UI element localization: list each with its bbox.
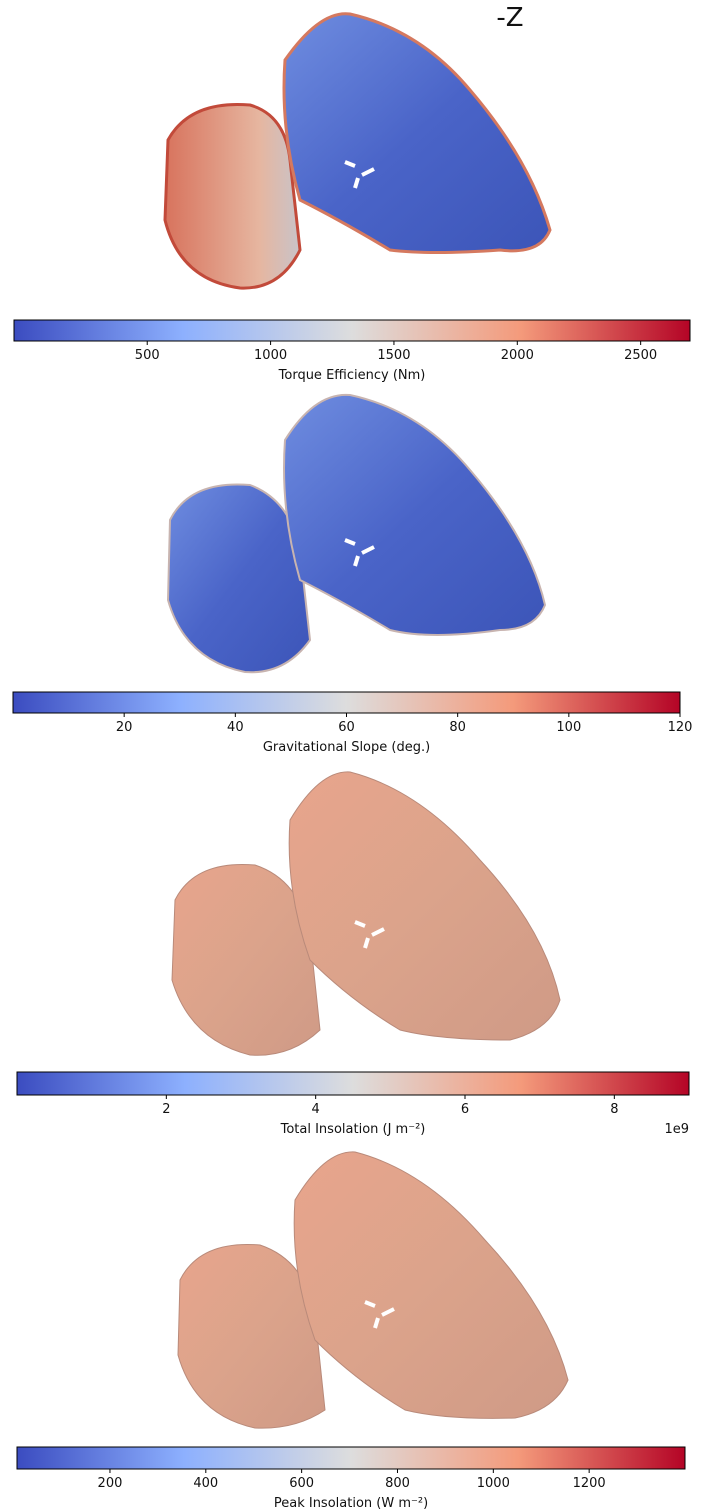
tick-label: 60 <box>338 720 355 735</box>
tick-label: 8 <box>610 1102 618 1117</box>
colorbar-label: Torque Efficiency (Nm) <box>278 368 426 383</box>
tick-label: 4 <box>312 1102 320 1117</box>
tick-label: 1000 <box>477 1476 510 1491</box>
tick-label: 800 <box>385 1476 410 1491</box>
tick-label: 40 <box>227 720 244 735</box>
colorbar-label: Total Insolation (J m⁻²) <box>280 1122 426 1137</box>
comet-render <box>163 12 552 290</box>
tick-label: 1000 <box>254 348 287 363</box>
offset-label: 1e9 <box>664 1122 689 1137</box>
colorbar <box>16 1446 686 1470</box>
colorbar-label: Peak Insolation (W m⁻²) <box>274 1496 428 1511</box>
tick-label: 1500 <box>377 348 410 363</box>
colorbar <box>16 1071 690 1096</box>
tick-label: 2500 <box>624 348 657 363</box>
comet-render <box>166 393 547 674</box>
colorbar-label: Gravitational Slope (deg.) <box>263 740 430 755</box>
comet-render <box>177 1151 569 1429</box>
tick-label: 120 <box>668 720 693 735</box>
tick-label: 80 <box>449 720 466 735</box>
tick-label: 500 <box>135 348 160 363</box>
tick-label: 6 <box>461 1102 469 1117</box>
tick-label: 100 <box>556 720 581 735</box>
comet-render <box>171 771 561 1056</box>
tick-label: 2000 <box>501 348 534 363</box>
tick-label: 20 <box>116 720 133 735</box>
marker <box>344 160 395 1329</box>
colorbar <box>12 691 681 714</box>
view-label: -Z <box>496 3 523 33</box>
tick-label: 200 <box>98 1476 123 1491</box>
tick-label: 400 <box>193 1476 218 1491</box>
tick-label: 1200 <box>573 1476 606 1491</box>
tick-label: 2 <box>162 1102 170 1117</box>
colorbar <box>13 319 691 342</box>
tick-label: 600 <box>289 1476 314 1491</box>
